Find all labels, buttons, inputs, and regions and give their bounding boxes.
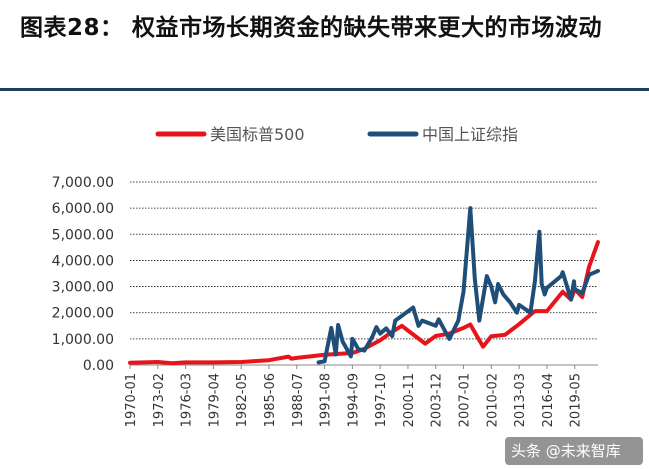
x-tick-label: 1985-06 bbox=[263, 373, 278, 427]
x-tick-label: 1997-10 bbox=[374, 373, 389, 427]
x-tick-label: 1979-04 bbox=[207, 373, 222, 427]
y-tick-label: 6,000.00 bbox=[52, 201, 114, 217]
x-tick-label: 2019-05 bbox=[569, 373, 584, 427]
y-tick-label: 3,000.00 bbox=[52, 280, 114, 296]
x-tick-label: 2010-02 bbox=[485, 373, 500, 427]
x-tick-label: 2013-03 bbox=[513, 373, 528, 427]
figure-title: 图表28： 权益市场长期资金的缺失带来更大的市场波动 bbox=[20, 15, 603, 41]
y-tick-label: 0.00 bbox=[83, 358, 114, 374]
watermark-label: 头条 @未来智库 bbox=[505, 437, 643, 465]
series-line-2 bbox=[316, 206, 600, 365]
series-line-1 bbox=[128, 240, 600, 366]
x-tick-label: 1970-01 bbox=[124, 373, 139, 427]
x-tick-label: 2016-04 bbox=[541, 373, 556, 427]
x-tick-label: 1982-05 bbox=[235, 373, 250, 427]
legend-label-1: 美国标普500 bbox=[210, 125, 305, 144]
chart-gridlines bbox=[130, 181, 598, 366]
y-tick-label: 2,000.00 bbox=[52, 306, 114, 322]
line-chart: 美国标普500 中国上证综指 7,000.00 6,000.00 5,000.00 4,… bbox=[52, 125, 600, 427]
x-tick-label: 1988-07 bbox=[291, 373, 306, 427]
legend-label-2: 中国上证综指 bbox=[422, 125, 518, 144]
x-axis: 1970-01 1973-02 1976-03 1979-04 1982-05 1985-… bbox=[124, 364, 598, 427]
x-tick-label: 1976-03 bbox=[180, 373, 195, 427]
y-tick-label: 1,000.00 bbox=[52, 332, 114, 348]
x-tick-label: 2000-11 bbox=[402, 373, 417, 427]
x-tick-label: 1973-02 bbox=[152, 373, 167, 427]
y-tick-label: 7,000.00 bbox=[52, 175, 114, 191]
chart-series bbox=[128, 206, 600, 366]
title-separator bbox=[0, 88, 649, 91]
x-tick-label: 2003-12 bbox=[430, 373, 445, 427]
x-tick-label: 1991-08 bbox=[319, 373, 334, 427]
x-tick-label: 1994-09 bbox=[346, 373, 361, 427]
y-tick-label: 4,000.00 bbox=[52, 253, 114, 269]
y-axis-tick-labels: 7,000.00 6,000.00 5,000.00 4,000.00 3,000.00… bbox=[52, 175, 114, 374]
chart-legend: 美国标普500 中国上证综指 bbox=[155, 125, 518, 144]
x-tick-label: 2007-01 bbox=[458, 373, 473, 427]
y-tick-label: 5,000.00 bbox=[52, 227, 114, 243]
